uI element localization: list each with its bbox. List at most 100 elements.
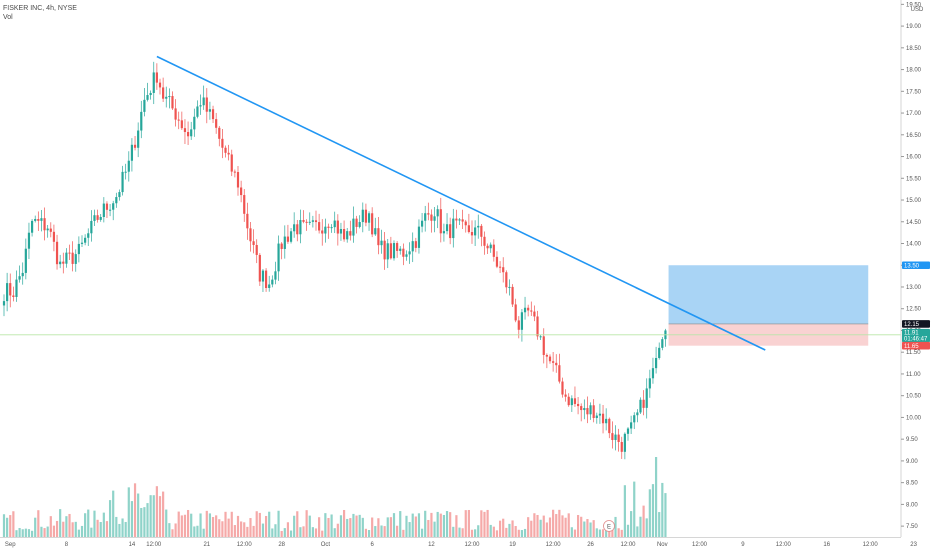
- volume-bar: [567, 513, 570, 537]
- candle-body: [580, 406, 583, 411]
- candle-body: [230, 154, 233, 172]
- volume-bar: [555, 514, 558, 537]
- candle-body: [271, 279, 274, 285]
- candle: [661, 336, 664, 351]
- candle-body: [93, 215, 96, 221]
- candle: [249, 222, 252, 252]
- volume-bar: [12, 511, 15, 537]
- candle: [80, 235, 84, 247]
- volume-bar: [645, 518, 648, 537]
- candle-body: [561, 381, 564, 395]
- candle: [115, 192, 118, 208]
- volume-bar: [548, 517, 552, 537]
- price-tag-bg: [902, 341, 930, 350]
- volume-bar: [190, 513, 193, 537]
- volume-bar: [293, 515, 296, 537]
- candle: [651, 357, 655, 384]
- candle-body: [464, 221, 467, 226]
- candle-body: [280, 243, 283, 249]
- volume-bar: [352, 513, 355, 537]
- candle: [495, 251, 499, 269]
- candle-body: [608, 418, 611, 434]
- volume-bar: [483, 511, 486, 537]
- volume-bar: [402, 529, 405, 537]
- volume-bar: [183, 514, 187, 537]
- volume-bar: [617, 528, 620, 537]
- candle-body: [455, 218, 458, 221]
- volume-bar: [6, 517, 9, 537]
- candle-body: [536, 316, 539, 337]
- candle: [623, 432, 626, 460]
- volume-bar: [283, 528, 286, 537]
- candle: [112, 200, 115, 221]
- candle-body: [405, 254, 408, 257]
- volume-bar: [336, 523, 339, 537]
- candle-body: [311, 220, 314, 222]
- candle-body: [611, 433, 614, 440]
- candle-body: [143, 99, 146, 112]
- candle-body: [533, 311, 536, 317]
- candle: [349, 220, 352, 241]
- volume-bar: [277, 510, 280, 537]
- candle-body: [523, 307, 527, 313]
- candle: [636, 409, 639, 423]
- candle-body: [102, 203, 105, 218]
- candle-body: [333, 220, 336, 228]
- candle-body: [9, 283, 12, 296]
- volume-bar: [564, 517, 567, 537]
- candle-body: [162, 87, 165, 99]
- candle-body: [240, 187, 243, 196]
- candle-body: [420, 220, 424, 227]
- candle-body: [2, 301, 6, 306]
- candle: [442, 223, 446, 242]
- volume-bar: [155, 486, 158, 537]
- volume-bar: [327, 517, 330, 537]
- candle: [43, 207, 46, 241]
- candle-body: [77, 243, 80, 255]
- candle-body: [127, 160, 130, 172]
- currency-label: USD: [911, 7, 924, 13]
- candle-body: [396, 243, 399, 251]
- volume-bar: [533, 513, 536, 537]
- candle-body: [165, 96, 168, 99]
- candle-body: [190, 129, 193, 137]
- x-tick-label: 6: [370, 542, 374, 548]
- volume-bar: [240, 521, 243, 537]
- volume-bar: [661, 482, 664, 537]
- candle-body: [196, 106, 199, 117]
- candle-body: [639, 399, 642, 413]
- candle-body: [80, 242, 84, 244]
- candle: [236, 166, 240, 196]
- candle: [202, 85, 205, 110]
- x-tick-label: 16: [823, 542, 830, 548]
- volume-bar: [289, 530, 293, 537]
- candle: [6, 272, 9, 312]
- candle: [614, 425, 617, 451]
- volume-bar: [611, 526, 614, 537]
- volume-bar: [296, 511, 299, 537]
- volume-bar: [539, 519, 542, 537]
- candle-body: [555, 362, 558, 366]
- candle-body: [495, 256, 499, 267]
- candle-body: [417, 226, 421, 248]
- candle: [392, 240, 396, 261]
- candle-body: [636, 412, 639, 416]
- candle: [87, 228, 90, 246]
- volume-bar: [318, 517, 321, 537]
- y-tick-label: 16.50: [906, 133, 922, 139]
- candle: [439, 197, 442, 243]
- volume-bar: [427, 519, 430, 537]
- y-tick-label: 9.00: [906, 459, 918, 465]
- candle-body: [324, 226, 327, 234]
- volume-bar: [614, 516, 617, 537]
- candle-body: [24, 248, 27, 273]
- volume-bar: [115, 516, 118, 537]
- candle-body: [286, 236, 290, 242]
- candle: [620, 436, 623, 459]
- candle: [293, 212, 296, 238]
- volume-bar: [180, 515, 183, 537]
- candle: [536, 310, 539, 340]
- candle: [55, 234, 59, 270]
